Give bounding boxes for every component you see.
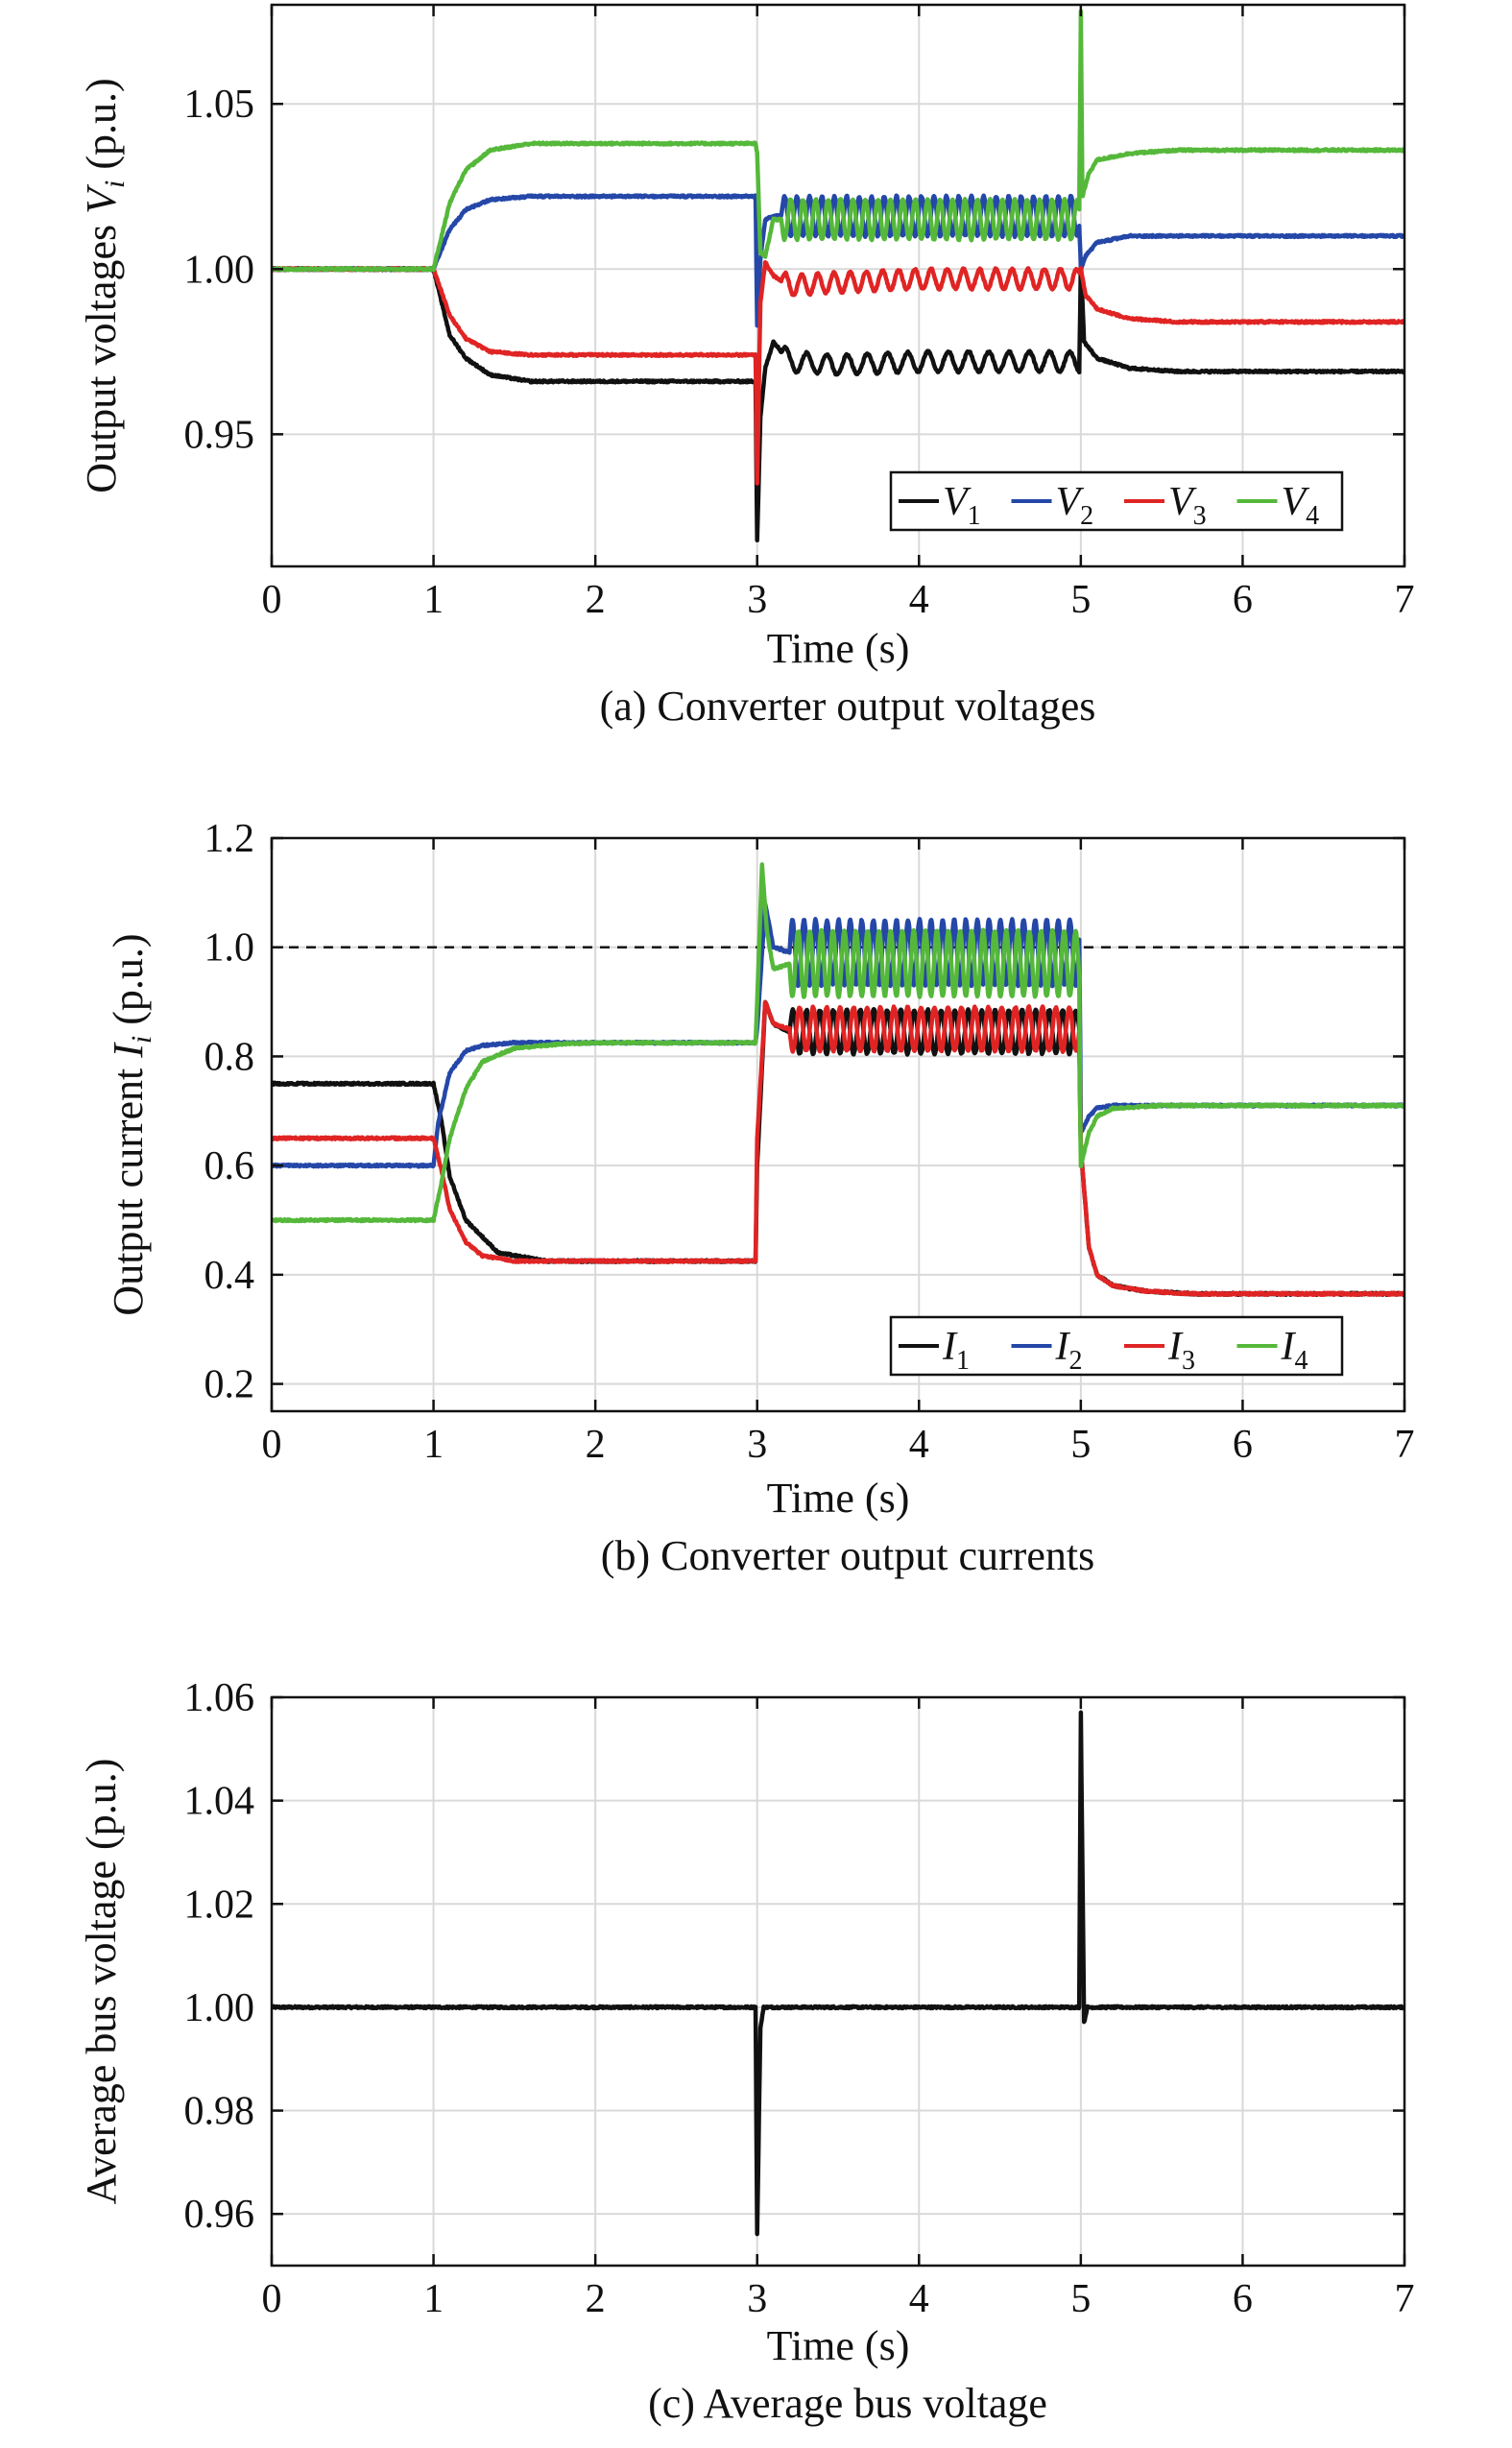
x-tick-label: 4 [909,2277,929,2321]
x-tick-label: 1 [423,1423,444,1467]
legend-entry: V4 [1282,480,1320,531]
series-group [272,9,1404,543]
x-tick-label: 0 [262,578,282,622]
axes-frame [270,836,1406,1413]
y-tick-label: 0.2 [204,1363,255,1407]
x-tick-label: 0 [262,2277,282,2321]
x-tick-label: 2 [586,1423,606,1467]
x-tick-label: 4 [909,1423,929,1467]
legend: V1 V2 V3 V4 [889,470,1344,532]
y-tick-label: 0.98 [184,2090,255,2134]
x-tick-label: 3 [747,2277,767,2321]
x-tick-label: 5 [1070,578,1091,622]
x-tick-label: 4 [909,578,929,622]
legend-entry: I3 [1167,1325,1195,1376]
series-line-V3 [272,259,1404,486]
legend-entry: V2 [1056,480,1094,531]
x-tick-label: 7 [1395,2277,1415,2321]
panel-caption: (a) Converter output voltages [600,683,1096,730]
x-axis-label: Time (s) [767,1475,910,1522]
legend: I1 I2 I3 I4 [889,1315,1344,1377]
y-tick-label: 1.0 [204,926,255,971]
x-axis-label: Time (s) [767,2322,910,2369]
x-tick-label: 6 [1233,578,1253,622]
legend-entry: I4 [1281,1325,1308,1376]
y-tick-label: 1.00 [184,248,255,292]
x-tick-label: 7 [1395,578,1415,622]
axes-frame [270,1695,1406,2268]
y-tick-label: 1.2 [204,817,255,861]
series-line-V4 [272,9,1404,273]
panel-a-output-voltages: 0 1 2 3 4 5 6 7 0.95 1.00 1.05 Time (s) Output volta… [78,3,1415,730]
series-line-I1 [272,999,1404,1298]
y-tick-label: 1.05 [184,83,255,127]
series-line-V1 [272,255,1404,543]
legend-entry: V1 [943,480,981,531]
x-tick-label: 2 [586,2277,606,2321]
x-axis-label: Time (s) [767,625,910,672]
y-axis-label: Output current Ii (p.u.) [105,933,157,1315]
series-group [272,862,1404,1298]
y-tick-label: 1.00 [184,1986,255,2030]
x-tick-label: 5 [1070,2277,1091,2321]
y-tick-label: 1.06 [184,1676,255,1720]
y-tick-label: 0.95 [184,413,255,457]
y-axis-label: Output voltages Vi (p.u.) [78,78,131,492]
axes-frame [270,3,1406,568]
panel-c-average-bus-voltage: 0 1 2 3 4 5 6 7 0.96 0.98 1.00 1.02 1.04 1.06 Time (s)… [78,1676,1415,2427]
y-axis-label: Average bus voltage (p.u.) [78,1759,125,2205]
x-tick-label: 5 [1070,1423,1091,1467]
x-tick-label: 7 [1395,1423,1415,1467]
series-line-I4 [272,862,1404,1224]
y-tick-label: 1.04 [184,1780,255,1824]
y-tick-label: 1.02 [184,1883,255,1927]
legend-entry: I1 [942,1325,970,1376]
x-tick-label: 1 [423,2277,444,2321]
panel-b-output-currents: 0 1 2 3 4 5 6 7 0.2 0.4 0.6 0.8 1.0 1.2 Time (s) Output… [105,817,1415,1579]
series-line-avg [272,1710,1404,2237]
series-group [272,1710,1404,2237]
x-tick-label: 0 [262,1423,282,1467]
legend-entry: I2 [1055,1325,1083,1376]
panel-caption: (c) Average bus voltage [648,2380,1047,2427]
panel-caption: (b) Converter output currents [601,1532,1094,1579]
series-line-I3 [272,999,1404,1298]
y-tick-label: 0.6 [204,1144,255,1188]
x-tick-label: 6 [1233,2277,1253,2321]
x-tick-label: 3 [747,1423,767,1467]
x-tick-label: 2 [586,578,606,622]
x-tick-label: 1 [423,578,444,622]
x-tick-label: 3 [747,578,767,622]
y-tick-label: 0.8 [204,1035,255,1079]
y-tick-label: 0.4 [204,1254,255,1298]
x-tick-label: 6 [1233,1423,1253,1467]
legend-entry: V3 [1168,480,1207,531]
y-tick-label: 0.96 [184,2193,255,2237]
